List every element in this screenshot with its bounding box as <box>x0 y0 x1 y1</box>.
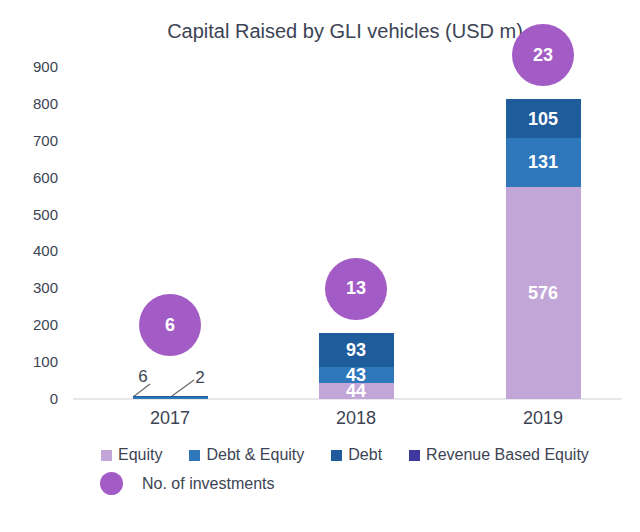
segment-value-label: 576 <box>528 284 558 302</box>
y-tick-label: 100 <box>10 354 58 369</box>
legend-investments: No. of investments <box>100 472 275 495</box>
bar-segment-debt-equity <box>133 397 208 399</box>
segment-value-label: 131 <box>528 153 558 171</box>
y-tick-label: 200 <box>10 317 58 332</box>
investments-bubble: 6 <box>139 294 201 356</box>
segment-value-label: 93 <box>346 341 366 359</box>
callout-value-label: 2 <box>195 368 204 387</box>
legend-swatch-icon <box>409 450 420 461</box>
legend: Equity Debt & Equity Debt Revenue Based Equ… <box>101 446 589 464</box>
x-tick-label: 2019 <box>498 408 588 429</box>
legend-swatch-icon <box>189 450 200 461</box>
callout-value-label: 6 <box>138 367 147 386</box>
legend-item-debt-equity: Debt & Equity <box>189 446 304 464</box>
legend-swatch-icon <box>331 450 342 461</box>
legend-item-label: Equity <box>118 446 162 464</box>
y-tick-label: 800 <box>10 96 58 111</box>
y-tick-label: 900 <box>10 59 58 74</box>
bar-segment-debt <box>133 396 208 397</box>
chart-canvas: Capital Raised by GLI vehicles (USD m) 6… <box>0 0 640 532</box>
callout-leader-line <box>172 380 194 396</box>
y-tick-label: 400 <box>10 243 58 258</box>
segment-value-label: 43 <box>346 366 366 384</box>
bar-segment-equity: 576 <box>506 187 581 399</box>
legend-item-label: Revenue Based Equity <box>426 446 589 464</box>
legend-item-label: Debt & Equity <box>206 446 304 464</box>
callout-leader-line <box>133 384 150 397</box>
bar-segment-equity: 44 <box>319 383 394 399</box>
y-tick-label: 300 <box>10 280 58 295</box>
y-tick-label: 700 <box>10 133 58 148</box>
y-tick-label: 600 <box>10 170 58 185</box>
legend-item-label: Debt <box>348 446 382 464</box>
legend-item-debt: Debt <box>331 446 382 464</box>
investments-bubble: 23 <box>512 24 574 86</box>
bar-segment-debt-equity: 131 <box>506 138 581 186</box>
legend-swatch-icon <box>101 450 112 461</box>
investments-bubble: 13 <box>325 258 387 320</box>
x-tick-label: 2018 <box>311 408 401 429</box>
investments-legend-label: No. of investments <box>142 475 275 493</box>
legend-item-equity: Equity <box>101 446 162 464</box>
legend-item-revenue-based-equity: Revenue Based Equity <box>409 446 589 464</box>
bar-segment-debt-equity: 43 <box>319 367 394 383</box>
bar-segment-debt: 105 <box>506 99 581 138</box>
x-tick-label: 2017 <box>125 408 215 429</box>
y-tick-label: 0 <box>10 391 58 406</box>
y-tick-label: 500 <box>10 207 58 222</box>
investments-circle-icon <box>100 472 123 495</box>
segment-value-label: 105 <box>528 110 558 128</box>
bar-segment-debt: 93 <box>319 333 394 367</box>
